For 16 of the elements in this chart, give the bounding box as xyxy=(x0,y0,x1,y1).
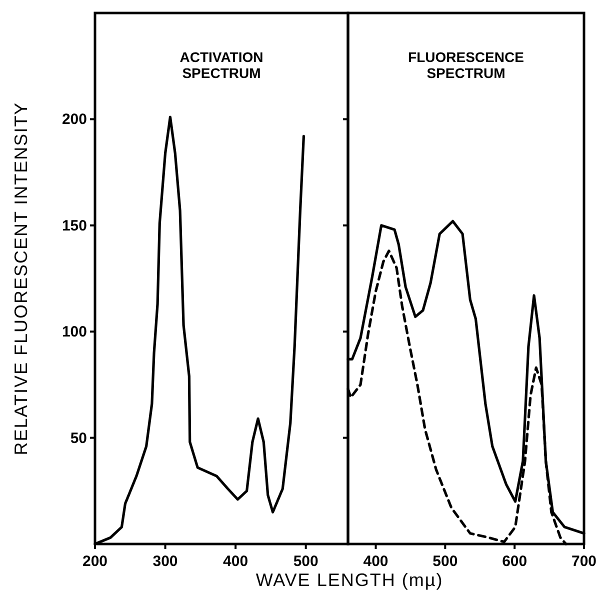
x-axis-title: WAVE LENGTH (mµ) xyxy=(256,570,444,590)
x-tick-label: 400 xyxy=(223,553,248,570)
text: FLUORESCENCE SPECTRUM xyxy=(408,49,524,81)
x-tick-label: 500 xyxy=(432,553,458,570)
x-tick-label: 400 xyxy=(363,553,388,570)
y-tick-label: 200 xyxy=(62,111,87,128)
y-axis-title: RELATIVE FLUORESCENT INTENSITY xyxy=(11,102,31,456)
y-tick-label: 150 xyxy=(62,217,87,234)
x-tick-label: 700 xyxy=(571,553,597,570)
x-tick-label: 600 xyxy=(502,553,528,570)
y-tick-label: 100 xyxy=(62,324,87,341)
x-tick-label: 300 xyxy=(152,553,178,570)
text: ACTIVATION SPECTRUM xyxy=(180,49,264,81)
y-tick-label: 50 xyxy=(70,430,87,447)
x-tick-label: 500 xyxy=(293,553,318,570)
x-tick-label: 200 xyxy=(82,553,108,570)
